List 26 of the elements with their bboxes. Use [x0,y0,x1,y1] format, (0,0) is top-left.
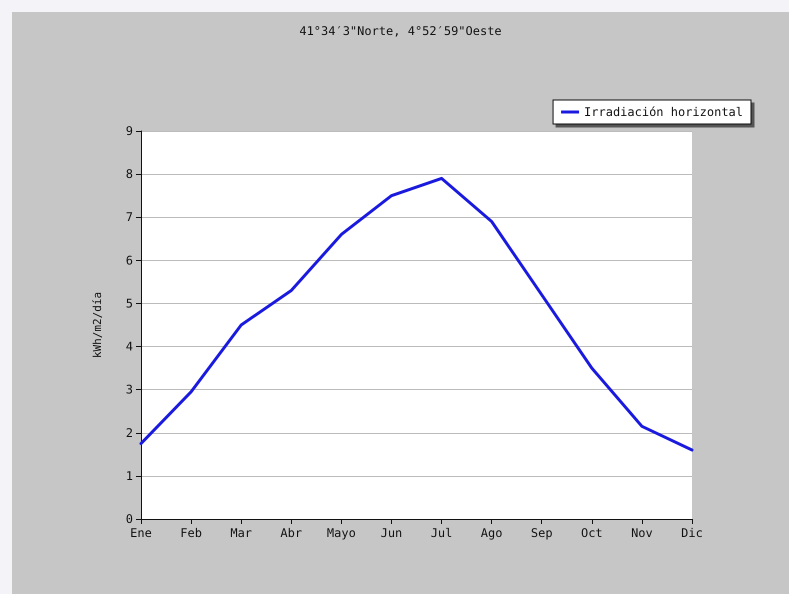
x-tick-label: Feb [180,526,202,540]
y-tick-label: 4 [126,340,133,354]
x-tick-label: Mayo [326,526,356,540]
line-series [140,176,694,452]
y-tick-label: 1 [126,468,133,483]
y-tick-label: 3 [126,382,133,397]
x-tick-label: Dic [681,526,703,540]
legend-label: Irradiación horizontal [584,105,744,119]
y-tick-label: 0 [126,512,133,526]
x-tick-label: Ene [130,526,152,540]
x-tick-label: Oct [580,526,603,540]
y-tick-label: 8 [126,167,133,182]
x-tick-label: Jun [380,526,402,540]
x-tick-label: Abr [280,526,302,540]
y-tick-label: 9 [126,124,133,138]
x-tick-label: Jul [430,526,452,540]
chart-title: 41°34′3"Norte, 4°52′59"Oeste [299,24,502,38]
y-tick-label: 7 [126,210,133,224]
x-tick-label: Nov [631,526,653,540]
x-tick-label: Sep [530,526,553,540]
x-tick-label: Ago [480,526,502,540]
y-tick-label: 5 [126,296,133,310]
y-axis-title: kWh/m2/día [91,292,104,358]
x-tick-label: Mar [230,526,252,540]
y-tick-label: 6 [126,253,133,268]
y-tick-label: 2 [126,426,133,440]
